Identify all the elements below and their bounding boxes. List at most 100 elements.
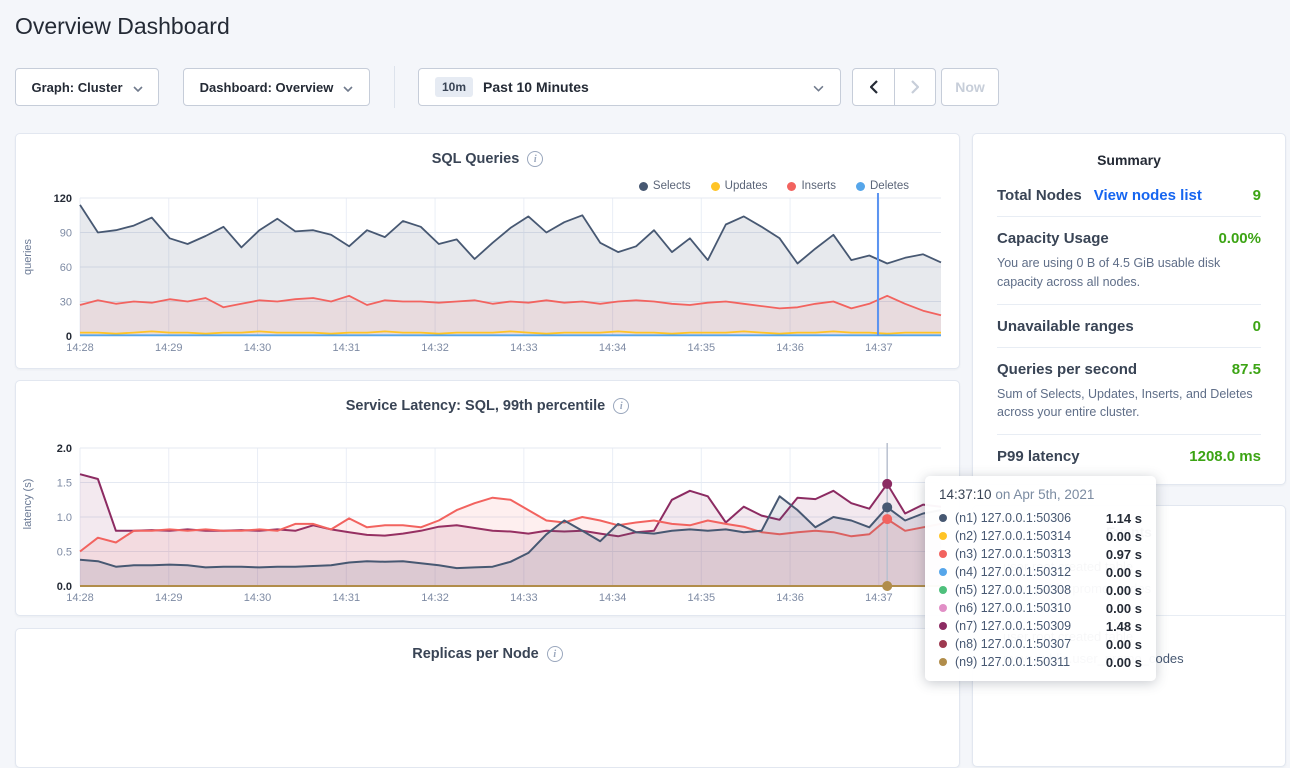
sql-queries-chart[interactable]: 0 30 60 90 120 14:28 14:29 14:30 14:31 14:32 14:33… <box>34 190 949 358</box>
summary-title: Summary <box>1097 152 1161 168</box>
legend-dot-icon <box>856 181 865 191</box>
svg-text:14:36: 14:36 <box>776 592 804 604</box>
node-color-dot-icon <box>939 568 947 576</box>
summary-value: 87.5 <box>1231 360 1261 378</box>
svg-text:14:28: 14:28 <box>66 342 94 354</box>
service-latency-card: Service Latency: SQL, 99th percentile i … <box>15 380 960 616</box>
legend-label: Updates <box>724 180 768 192</box>
svg-text:90: 90 <box>60 228 72 240</box>
svg-text:0.0: 0.0 <box>57 581 72 593</box>
svg-text:14:35: 14:35 <box>688 592 716 604</box>
svg-text:14:30: 14:30 <box>244 342 272 354</box>
tooltip-node-row: (n6) 127.0.0.1:50310 0.00 s <box>939 599 1142 617</box>
time-step-buttons <box>852 68 936 106</box>
summary-item: P99 latency 1208.0 ms <box>997 435 1261 477</box>
info-icon[interactable]: i <box>546 646 563 662</box>
summary-item: Unavailable ranges 0 <box>997 305 1261 348</box>
node-color-dot-icon <box>939 532 947 540</box>
node-latency-value: 0.00 s <box>1105 654 1142 670</box>
legend-label: Selects <box>652 180 691 192</box>
chevron-right-icon <box>911 80 919 94</box>
info-icon[interactable]: i <box>527 151 544 167</box>
page-title: Overview Dashboard <box>15 13 230 39</box>
svg-text:14:33: 14:33 <box>510 342 538 354</box>
node-color-dot-icon <box>939 604 947 612</box>
summary-list: Total Nodes View nodes list 9 Capacity Usag… <box>997 174 1261 477</box>
time-back-button[interactable] <box>853 69 894 105</box>
svg-text:14:34: 14:34 <box>599 342 627 354</box>
node-address: (n6) 127.0.0.1:50310 <box>955 601 1072 615</box>
summary-item: Total Nodes View nodes list 9 <box>997 174 1261 217</box>
node-color-dot-icon <box>939 622 947 630</box>
time-range-label: Past 10 Minutes <box>483 79 589 95</box>
now-button[interactable]: Now <box>941 68 999 106</box>
now-button-label: Now <box>955 79 985 95</box>
node-latency-value: 1.48 s <box>1105 618 1142 634</box>
tooltip-node-row: (n1) 127.0.0.1:50306 1.14 s <box>939 509 1142 527</box>
view-nodes-list-link[interactable]: View nodes list <box>1093 187 1202 204</box>
svg-text:14:32: 14:32 <box>421 342 449 354</box>
tooltip-timestamp: 14:37:10 on Apr 5th, 2021 <box>939 487 1095 502</box>
y-axis-label: queries <box>22 238 34 276</box>
legend-item-selects[interactable]: Selects <box>638 180 691 192</box>
sql-queries-legend: Selects Updates Inserts Deletes <box>638 180 909 192</box>
info-icon[interactable]: i <box>613 398 630 414</box>
node-address: (n2) 127.0.0.1:50314 <box>955 529 1072 543</box>
svg-text:14:32: 14:32 <box>421 592 449 604</box>
svg-text:2.0: 2.0 <box>57 443 72 455</box>
node-address: (n4) 127.0.0.1:50312 <box>955 565 1072 579</box>
legend-label: Deletes <box>870 180 909 192</box>
svg-text:14:30: 14:30 <box>244 592 272 604</box>
replicas-per-node-card: Replicas per Node i <box>15 628 960 768</box>
dashboard-dropdown[interactable]: Dashboard: Overview <box>183 68 370 106</box>
controls-divider <box>394 66 395 108</box>
legend-dot-icon <box>787 181 797 191</box>
summary-item: Queries per second 87.5 Sum of Selects, Up… <box>997 348 1261 435</box>
summary-value: 0.00% <box>1218 230 1261 247</box>
node-color-dot-icon <box>939 658 947 666</box>
legend-item-updates[interactable]: Updates <box>710 180 768 192</box>
svg-text:14:34: 14:34 <box>599 592 627 604</box>
legend-item-deletes[interactable]: Deletes <box>856 180 909 192</box>
node-latency-value: 0.00 s <box>1105 528 1142 544</box>
time-range-dropdown[interactable]: 10m Past 10 Minutes <box>418 68 841 106</box>
svg-text:1.0: 1.0 <box>57 512 72 524</box>
summary-label: Queries per second <box>997 360 1138 378</box>
summary-label: P99 latency <box>997 448 1080 465</box>
legend-label: Inserts <box>801 180 836 192</box>
svg-text:0.5: 0.5 <box>57 547 72 559</box>
chevron-left-icon <box>869 80 878 94</box>
node-latency-value: 0.00 s <box>1105 636 1142 652</box>
svg-text:14:28: 14:28 <box>66 592 94 604</box>
graph-dropdown[interactable]: Graph: Cluster <box>15 68 159 106</box>
summary-subtext: Sum of Selects, Updates, Inserts, and De… <box>997 386 1253 420</box>
node-latency-value: 0.00 s <box>1105 600 1142 616</box>
node-latency-value: 0.97 s <box>1105 546 1142 562</box>
service-latency-title: Service Latency: SQL, 99th percentile <box>345 398 606 414</box>
tooltip-node-row: (n2) 127.0.0.1:50314 0.00 s <box>939 527 1142 545</box>
tooltip-node-row: (n3) 127.0.0.1:50313 0.97 s <box>939 545 1142 563</box>
summary-value: 0 <box>1252 317 1261 335</box>
y-axis-label: latency (s) <box>22 478 34 530</box>
service-latency-chart[interactable]: 0.0 0.5 1.0 1.5 2.0 14:28 14:29 14:30 14:31 14:32… <box>34 440 949 608</box>
tooltip-rows: (n1) 127.0.0.1:50306 1.14 s (n2) 127.0.0.1… <box>939 509 1142 671</box>
svg-text:60: 60 <box>60 262 72 274</box>
legend-item-inserts[interactable]: Inserts <box>787 180 836 192</box>
legend-dot-icon <box>638 181 648 191</box>
summary-subtext: You are using 0 B of 4.5 GiB usable disk… <box>997 256 1221 289</box>
node-color-dot-icon <box>939 640 947 648</box>
summary-value: 1208.0 ms <box>1189 448 1261 465</box>
chevron-down-icon <box>343 80 353 95</box>
svg-text:14:31: 14:31 <box>333 592 361 604</box>
svg-text:14:37: 14:37 <box>865 592 893 604</box>
summary-panel: Summary Total Nodes View nodes list 9 Capac… <box>972 133 1286 485</box>
sql-queries-title: SQL Queries <box>431 151 520 167</box>
svg-text:14:29: 14:29 <box>155 592 183 604</box>
node-latency-value: 0.00 s <box>1105 564 1142 580</box>
tooltip-node-row: (n9) 127.0.0.1:50311 0.00 s <box>939 653 1142 671</box>
summary-label: Total Nodes <box>997 187 1082 204</box>
svg-text:30: 30 <box>60 297 72 309</box>
node-address: (n1) 127.0.0.1:50306 <box>955 511 1072 525</box>
time-forward-button[interactable] <box>894 69 935 105</box>
chevron-down-icon <box>813 79 824 95</box>
